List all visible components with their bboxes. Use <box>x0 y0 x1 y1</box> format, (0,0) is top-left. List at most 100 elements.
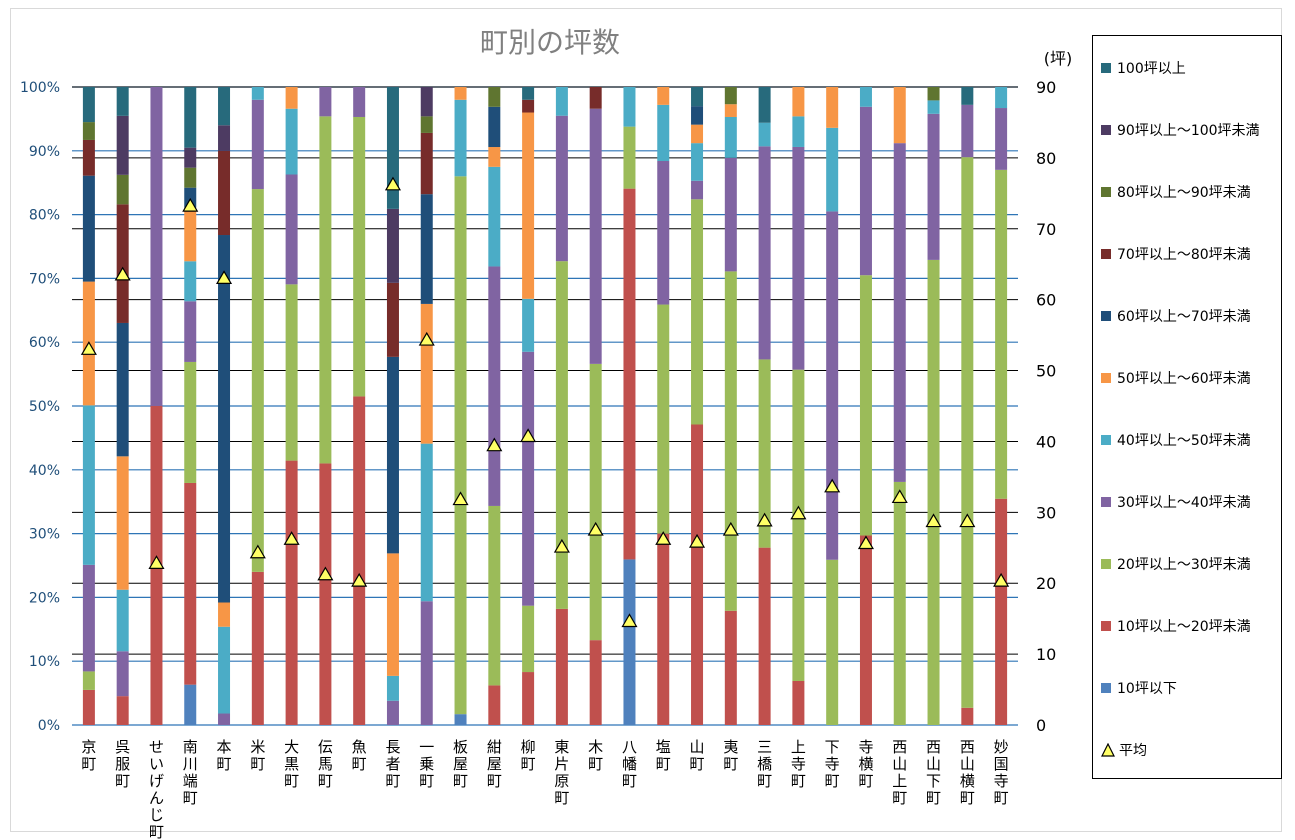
legend-swatch <box>1101 249 1111 259</box>
bar-segment <box>522 351 535 606</box>
bar-segment <box>555 87 568 116</box>
average-marker <box>418 331 435 346</box>
triangle-icon <box>1101 743 1115 757</box>
legend-item: 60坪以上～70坪未満 <box>1101 306 1251 326</box>
average-marker <box>857 535 875 550</box>
bar-segment <box>116 115 129 175</box>
bar-segment <box>792 146 805 370</box>
bar-segment <box>420 87 433 117</box>
category-label: 夷町 <box>723 738 738 773</box>
legend-label: 10坪以上～20坪未満 <box>1117 619 1251 635</box>
bar-segment <box>454 176 467 715</box>
bar-segment <box>285 108 298 175</box>
bar-segment <box>691 180 704 200</box>
bar-segment <box>995 87 1008 109</box>
category-label: 下寺町 <box>825 738 840 790</box>
average-marker <box>688 533 706 548</box>
left-axis-ticks: 0% 10% 20% 30% 40% 50% 60% 70% 80% 90% 100% <box>20 80 60 734</box>
category-label: 八幡町 <box>622 738 637 790</box>
category-label: せいげんじ町 <box>149 738 164 840</box>
legend-label: 平均 <box>1119 743 1147 759</box>
bar-segment <box>150 87 163 406</box>
bar-segment <box>792 87 805 117</box>
category-label: 東片原町 <box>554 738 569 807</box>
right-tick-label: 90 <box>1036 78 1056 97</box>
bar-segment <box>555 115 568 262</box>
category-label: 京町 <box>81 738 96 773</box>
bar-segment <box>488 266 501 506</box>
bar-segment <box>589 108 602 364</box>
bar-segment <box>218 125 231 151</box>
average-marker <box>148 555 165 569</box>
bar-segment <box>691 199 704 425</box>
bar-segment <box>724 157 737 272</box>
legend-item: 20坪以上～30坪未満 <box>1101 554 1251 574</box>
legend-item-average: 平均 <box>1101 740 1147 760</box>
category-label: 塩町 <box>656 738 671 773</box>
average-marker <box>756 512 773 527</box>
bar-segment <box>522 672 535 725</box>
average-marker <box>520 428 537 443</box>
bar-segment <box>353 87 366 117</box>
bar-segment <box>386 356 399 554</box>
bar-segment <box>724 104 737 117</box>
category-label: 米町 <box>250 738 265 773</box>
bar-segment <box>319 87 332 117</box>
bar-segment <box>522 87 535 100</box>
bar-segment <box>555 261 568 609</box>
bar-segment <box>82 175 95 282</box>
average-marker <box>384 176 402 191</box>
legend-swatch <box>1101 435 1111 445</box>
bar-segment <box>82 564 95 672</box>
legend-swatch <box>1101 621 1111 631</box>
category-label: 妙国寺町 <box>994 738 1009 807</box>
bar-segment <box>623 126 636 189</box>
legend-label: 10坪以下 <box>1117 681 1177 697</box>
bar-segment <box>184 87 197 148</box>
category-label: 山町 <box>690 738 705 773</box>
bar-segment <box>657 304 670 534</box>
bar-segment <box>623 559 636 725</box>
bar-segment <box>758 87 771 123</box>
right-tick-label: 80 <box>1036 149 1056 168</box>
category-label: 木町 <box>588 738 603 773</box>
category-label: 西山上町 <box>892 738 907 807</box>
right-axis-unit: (坪) <box>1044 49 1073 68</box>
bar-segment <box>116 87 129 116</box>
bar-segment <box>859 275 872 536</box>
bar-segment <box>420 303 433 444</box>
bar-segment <box>285 284 298 461</box>
bar-segment <box>420 443 433 602</box>
left-tick-label: 20% <box>29 590 60 606</box>
legend-item: 80坪以上～90坪未満 <box>1101 182 1251 202</box>
average-marker <box>452 491 469 506</box>
average-marker <box>283 531 300 545</box>
bar-segment <box>691 87 704 107</box>
bar-segment <box>82 405 95 565</box>
right-tick-label: 20 <box>1036 574 1056 593</box>
legend-label: 60坪以上～70坪未満 <box>1117 309 1251 325</box>
bar-segment <box>758 146 771 360</box>
bar-segment <box>251 87 264 100</box>
bar-segment <box>218 150 231 236</box>
bar-segment <box>488 685 501 725</box>
bar-segment <box>251 189 264 572</box>
average-marker <box>182 197 199 212</box>
legend-swatch <box>1101 373 1111 383</box>
bar-segment <box>995 108 1008 170</box>
bar-segment <box>893 481 906 725</box>
bar-segment <box>285 460 298 725</box>
average-marker <box>80 341 97 355</box>
bar-segment <box>927 113 940 260</box>
left-tick-label: 60% <box>29 335 60 351</box>
bar-segment <box>488 505 501 686</box>
bar-segment <box>116 589 129 652</box>
average-marker <box>587 521 604 536</box>
bar-segment <box>184 187 197 208</box>
legend-label: 40坪以上～50坪未満 <box>1117 433 1251 449</box>
bar-segment <box>724 116 737 158</box>
chart-title: 町別の坪数 <box>480 26 620 59</box>
bar-segment <box>859 106 872 276</box>
legend-swatch <box>1101 311 1111 321</box>
